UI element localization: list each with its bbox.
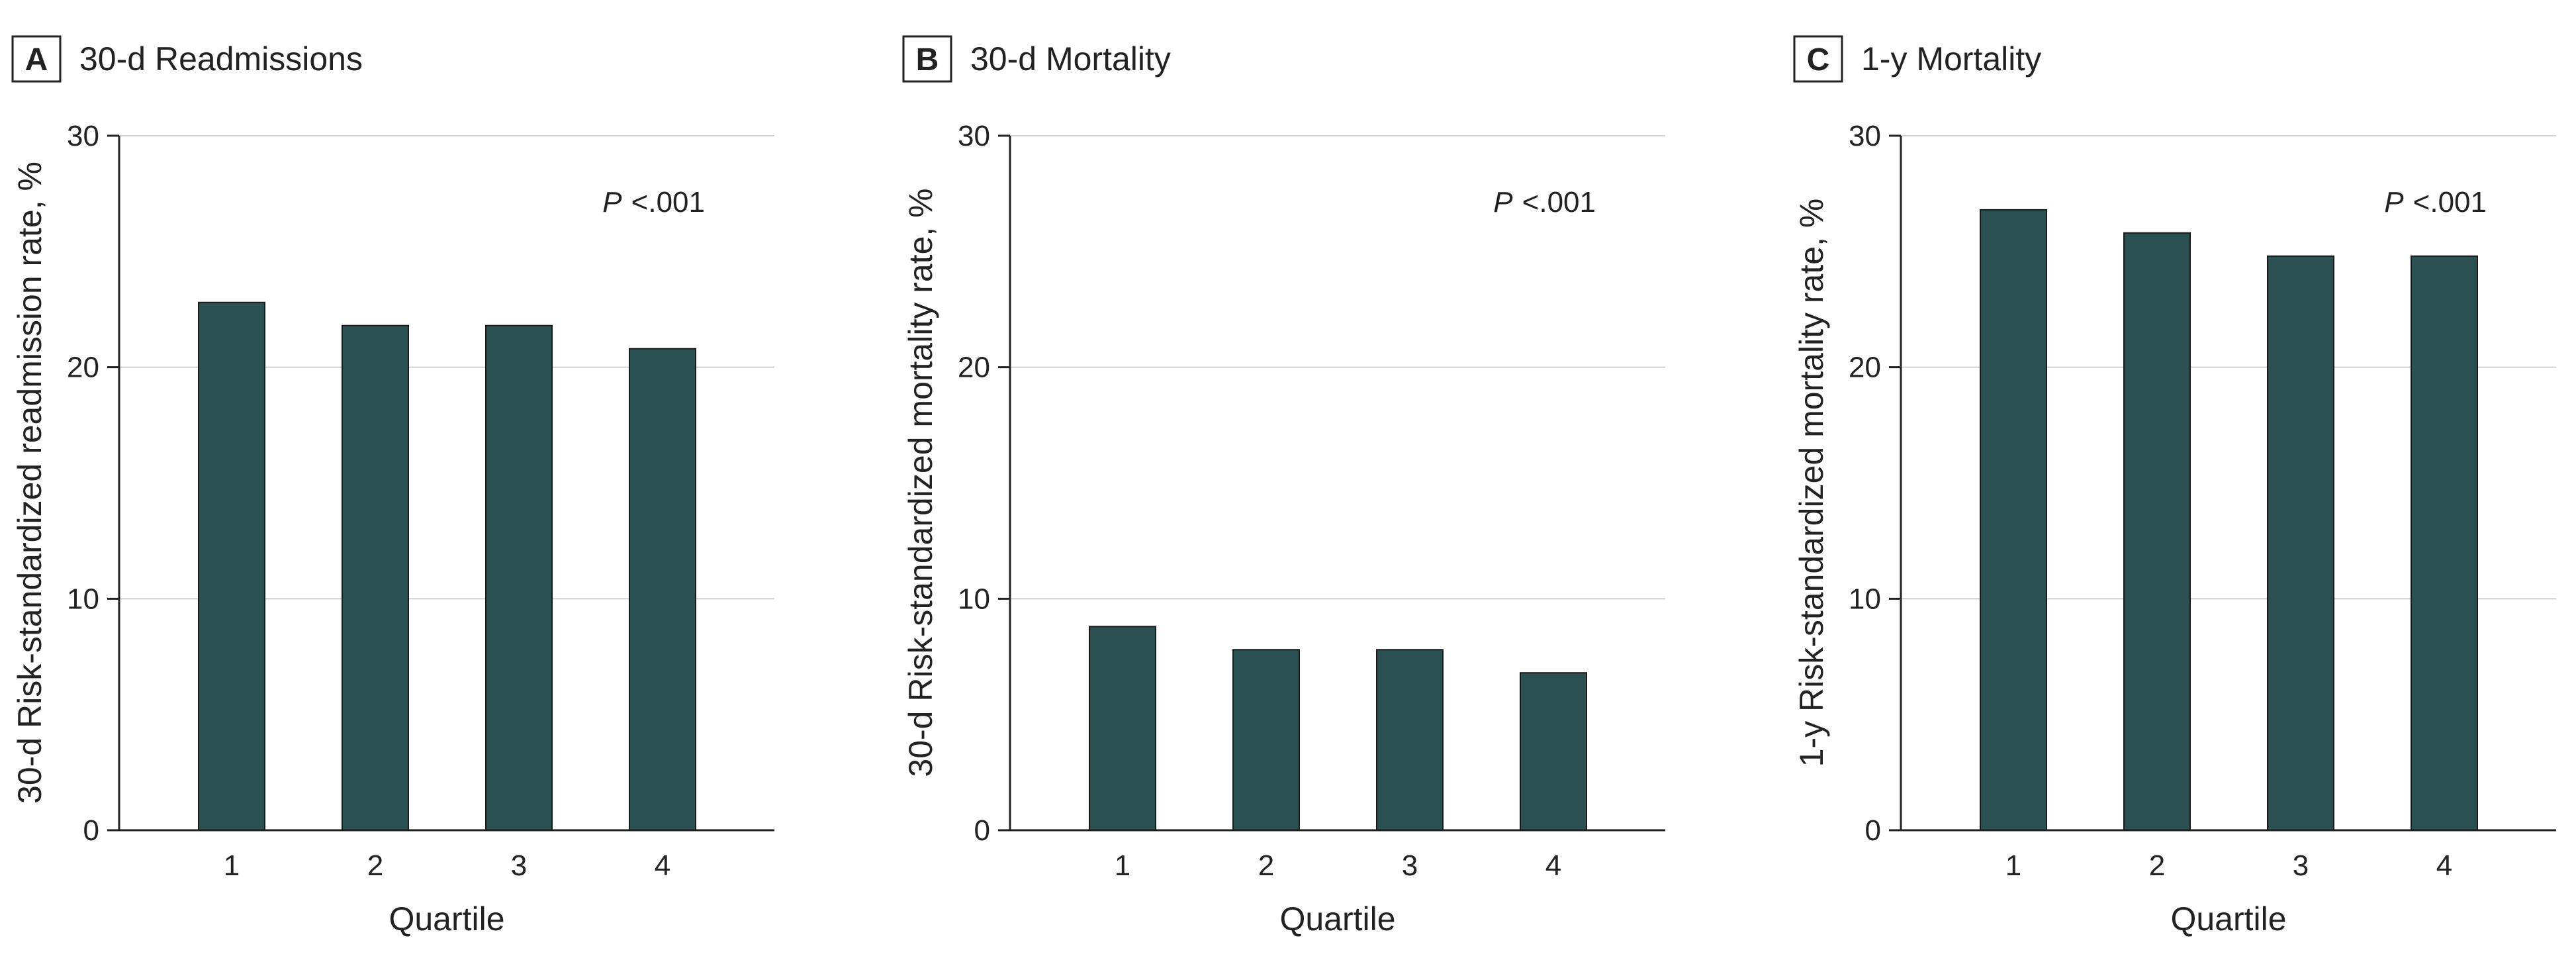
x-tick-label: 1 — [1115, 849, 1130, 882]
y-tick-label: 10 — [958, 583, 990, 615]
y-tick-label: 0 — [83, 814, 99, 847]
x-tick-label: 1 — [224, 849, 240, 882]
x-tick-label: 2 — [367, 849, 383, 882]
bar-quartile-3 — [2267, 255, 2334, 831]
panel-b: B 30-d Mortality 0 10 20 30 1 2 3 4 Quartile 3… — [891, 0, 1782, 960]
bar-quartile-3 — [1376, 649, 1444, 831]
bar-quartile-4 — [2411, 255, 2478, 831]
gridlines — [1010, 135, 1665, 600]
bar-quartile-1 — [1089, 626, 1156, 831]
p-symbol: P — [2384, 186, 2404, 218]
y-tick-label: 0 — [974, 814, 990, 847]
chart-b: B 30-d Mortality 0 10 20 30 1 2 3 4 Quartile 3… — [902, 35, 1665, 937]
panel-letter-box — [902, 35, 952, 83]
y-tick-label: 30 — [958, 120, 990, 152]
panel-title: 30-d Mortality — [970, 40, 1171, 77]
x-tick-labels: 1 2 3 4 — [2005, 849, 2452, 882]
x-axis-title: Quartile — [2170, 900, 2286, 937]
p-value-annotation: P <.001 — [1493, 186, 1596, 218]
y-tick-label: 20 — [958, 352, 990, 384]
bar-quartile-2 — [2123, 232, 2191, 831]
p-symbol: P — [1493, 186, 1513, 218]
bar-quartile-4 — [1520, 672, 1587, 832]
y-tick-label: 20 — [67, 352, 99, 384]
panel-letter: A — [25, 42, 48, 77]
y-axis-title: 1-y Risk-standardized mortality rate, % — [1793, 199, 1830, 767]
bars — [198, 301, 696, 831]
panel-title: 30-d Readmissions — [79, 40, 363, 77]
p-value: <.001 — [631, 186, 705, 218]
bar-quartile-3 — [485, 324, 553, 831]
bar-quartile-1 — [198, 301, 265, 831]
p-value-annotation: P <.001 — [602, 186, 705, 218]
x-tick-label: 4 — [655, 849, 670, 882]
panel-a: A 30-d Readmissions 0 10 20 30 1 2 3 4 Quartil… — [0, 0, 891, 960]
x-axis-title: Quartile — [1279, 900, 1395, 937]
p-value-annotation: P <.001 — [2384, 186, 2487, 218]
y-axis-title: 30-d Risk-standardized readmission rate,… — [11, 162, 48, 804]
x-tick-labels: 1 2 3 4 — [224, 849, 670, 882]
y-tick-label: 10 — [67, 583, 99, 615]
p-symbol: P — [602, 186, 622, 218]
p-value: <.001 — [2413, 186, 2487, 218]
y-ticks: 0 10 20 30 — [67, 120, 119, 847]
x-tick-labels: 1 2 3 4 — [1115, 849, 1561, 882]
x-axis-title: Quartile — [389, 900, 504, 937]
y-ticks: 0 10 20 30 — [958, 120, 1010, 847]
bars — [1980, 209, 2478, 832]
y-tick-label: 10 — [1849, 583, 1881, 615]
bar-quartile-2 — [1232, 649, 1300, 831]
x-tick-label: 2 — [2149, 849, 2165, 882]
bars — [1089, 626, 1587, 832]
panel-c: C 1-y Mortality 0 10 20 30 1 2 3 4 Quartile 1-… — [1782, 0, 2576, 960]
panel-letter-box — [11, 35, 62, 83]
panel-letter: B — [916, 42, 939, 77]
y-axis-title: 30-d Risk-standardized mortality rate, % — [902, 188, 939, 777]
bar-quartile-1 — [1980, 209, 2047, 832]
panel-title: 1-y Mortality — [1861, 40, 2041, 77]
bar-quartile-4 — [629, 348, 696, 831]
panel-letter-box — [1793, 35, 1843, 83]
bar-quartile-2 — [342, 324, 409, 831]
p-value: <.001 — [1522, 186, 1596, 218]
x-tick-label: 3 — [511, 849, 527, 882]
y-tick-label: 0 — [1865, 814, 1881, 847]
x-tick-label: 2 — [1258, 849, 1274, 882]
x-tick-label: 3 — [2293, 849, 2309, 882]
x-tick-label: 1 — [2005, 849, 2021, 882]
x-tick-label: 3 — [1402, 849, 1418, 882]
chart-a: A 30-d Readmissions 0 10 20 30 1 2 3 4 Quartil… — [11, 35, 774, 937]
x-tick-label: 4 — [1545, 849, 1561, 882]
panel-letter: C — [1807, 42, 1830, 77]
chart-c: C 1-y Mortality 0 10 20 30 1 2 3 4 Quartile 1-… — [1793, 35, 2556, 937]
y-tick-label: 20 — [1849, 352, 1881, 384]
y-tick-label: 30 — [1849, 120, 1881, 152]
x-tick-label: 4 — [2436, 849, 2452, 882]
y-ticks: 0 10 20 30 — [1849, 120, 1901, 847]
y-tick-label: 30 — [67, 120, 99, 152]
